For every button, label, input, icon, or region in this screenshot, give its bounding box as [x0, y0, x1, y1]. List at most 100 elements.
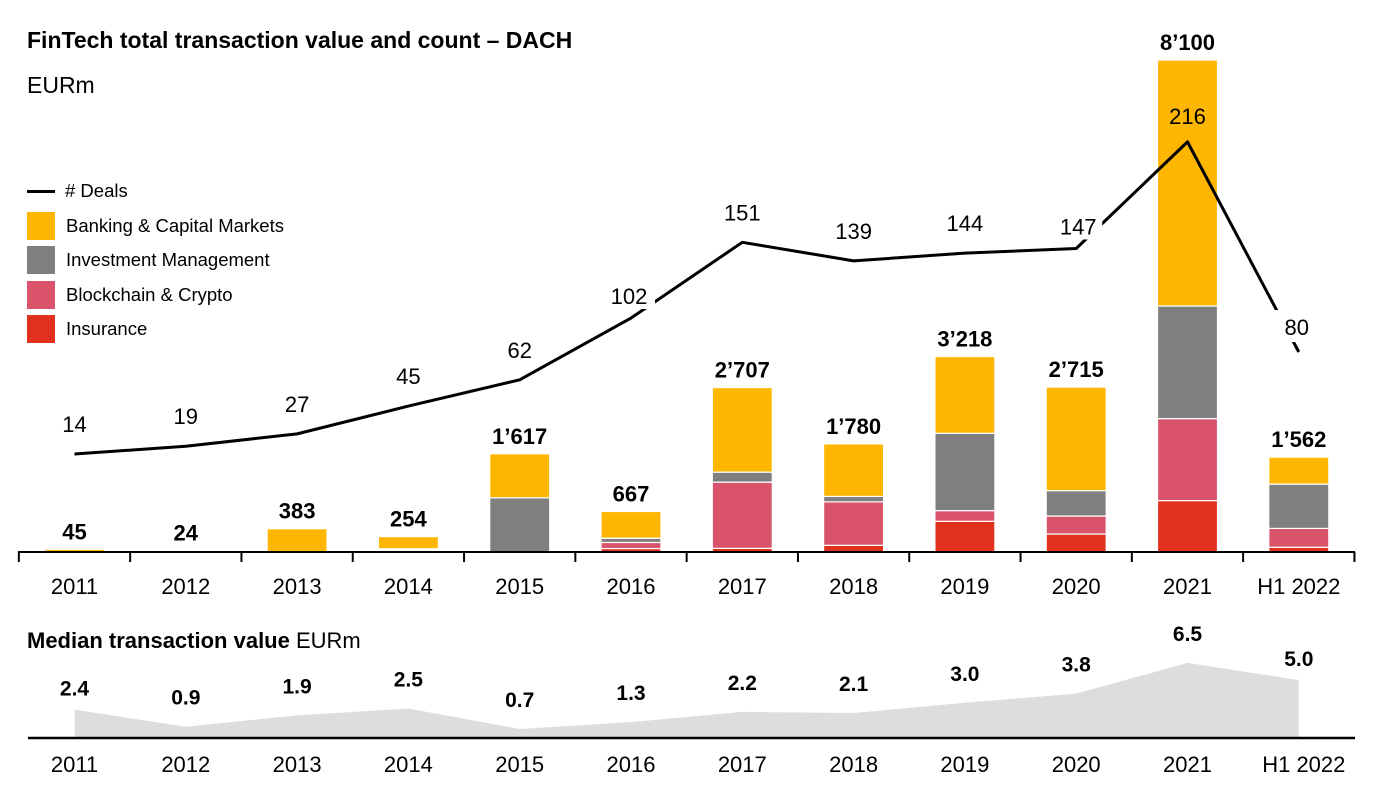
bar-segment-banking-capital-markets: [934, 355, 996, 434]
median-value-label: 2.2: [728, 672, 757, 695]
x-tick-label: 2020: [1052, 574, 1101, 599]
bar-total-label: 667: [613, 481, 650, 506]
median-value-label: 6.5: [1173, 623, 1203, 646]
median-x-label: 2020: [1052, 752, 1101, 777]
median-x-label: 2018: [829, 752, 878, 777]
bar-segment-blockchain-crypto: [1156, 418, 1219, 502]
deals-label: 139: [835, 219, 872, 244]
bar-total-label: 1’562: [1271, 427, 1326, 452]
bar-total-label: 3’218: [937, 327, 992, 352]
bar-segment-banking-capital-markets: [600, 510, 662, 539]
bar-segment-insurance: [822, 544, 885, 553]
deals-label: 144: [947, 211, 984, 236]
bar-segment-investment-management: [600, 537, 662, 544]
legend-label: # Deals: [65, 180, 128, 202]
bar-segment-investment-management: [1156, 305, 1219, 420]
deals-label-bg: [497, 335, 542, 363]
legend-swatch: [27, 280, 55, 309]
median-value-label: 2.4: [60, 678, 90, 701]
median-x-label: 2013: [273, 752, 322, 777]
bar-segment-investment-management: [934, 432, 996, 512]
bar-segment-insurance: [1156, 500, 1219, 553]
legend-swatch: [27, 246, 55, 275]
median-x-label: 2016: [607, 752, 656, 777]
median-title-bold: Median transaction value: [27, 628, 290, 653]
deals-label: 27: [285, 392, 309, 417]
bar-segment-banking-capital-markets: [711, 386, 773, 473]
median-area: [74, 662, 1299, 737]
deals-label: 19: [174, 404, 198, 429]
median-value-label: 1.9: [282, 675, 311, 698]
bar-total-label: 45: [62, 519, 86, 544]
deals-label-bg: [1054, 212, 1103, 240]
median-value-label: 1.3: [616, 682, 645, 705]
bar-segment-banking-capital-markets: [822, 443, 885, 498]
bar-segment-investment-management: [1268, 483, 1330, 530]
x-tick-label: 2015: [495, 574, 544, 599]
median-value-label: 5.0: [1284, 648, 1313, 671]
legend-label: Blockchain & Crypto: [66, 283, 233, 305]
deals-label: 80: [1285, 315, 1309, 340]
deals-label: 216: [1169, 104, 1206, 129]
bar-segment-banking-capital-markets: [266, 528, 328, 553]
deals-label-bg: [603, 282, 655, 310]
legend-item-insurance: Insurance: [27, 312, 284, 347]
median-x-label: 2017: [718, 752, 767, 777]
chart-title: FinTech total transaction value and coun…: [27, 27, 573, 53]
median-value-label: 2.1: [839, 673, 869, 696]
median-x-label: 2021: [1163, 752, 1212, 777]
x-tick-label: 2012: [161, 574, 210, 599]
deals-label-bg: [1270, 310, 1311, 342]
bar-segment-blockchain-crypto: [1268, 527, 1330, 548]
x-tick-label: 2014: [384, 574, 433, 599]
x-tick-label: 2013: [273, 574, 322, 599]
chart-unit: EURm: [27, 72, 95, 98]
deals-label: 151: [724, 200, 761, 225]
bar-segment-banking-capital-markets: [1045, 386, 1107, 492]
bar-total-label: 2’715: [1049, 357, 1104, 382]
deals-label: 45: [396, 364, 420, 389]
x-tick-label: 2011: [51, 574, 98, 599]
median-value-label: 3.8: [1062, 654, 1092, 677]
x-tick-label: 2019: [940, 574, 989, 599]
x-tick-label: 2021: [1163, 574, 1212, 599]
median-x-label: H1 2022: [1262, 752, 1345, 777]
x-tick-label: 2017: [718, 574, 767, 599]
median-x-label: 2014: [384, 752, 433, 777]
bar-segment-blockchain-crypto: [934, 510, 996, 522]
x-tick-label: H1 2022: [1257, 574, 1340, 599]
deals-label: 62: [507, 338, 531, 363]
deals-label: 147: [1060, 214, 1097, 239]
median-value-label: 0.9: [171, 687, 200, 710]
legend-swatch: [27, 315, 55, 344]
legend-item-investment: Investment Management: [27, 243, 284, 278]
x-tick-label: 2018: [829, 574, 878, 599]
bar-segment-investment-management: [822, 495, 885, 503]
legend-item-deals: # Deals: [27, 174, 284, 209]
x-tick-label: 2016: [607, 574, 656, 599]
deals-label: 14: [62, 412, 86, 437]
bar-total-label: 2’707: [715, 358, 770, 383]
bar-segment-blockchain-crypto: [822, 501, 885, 546]
bar-total-label: 8’100: [1160, 30, 1215, 55]
median-value-label: 2.5: [394, 669, 424, 692]
median-title: Median transaction value EURm: [27, 628, 361, 654]
median-x-label: 2012: [161, 752, 210, 777]
legend-item-blockchain: Blockchain & Crypto: [27, 278, 284, 313]
median-value-label: 3.0: [950, 663, 979, 686]
bar-segment-banking-capital-markets: [1156, 59, 1219, 307]
bar-segment-investment-management: [1045, 490, 1107, 517]
median-x-label: 2015: [495, 752, 544, 777]
bar-segment-investment-management: [711, 471, 773, 483]
legend-item-banking: Banking & Capital Markets: [27, 209, 284, 244]
bar-total-label: 383: [279, 499, 316, 524]
bar-total-label: 1’780: [826, 414, 881, 439]
bar-segment-insurance: [1045, 533, 1107, 553]
deals-label: 102: [611, 284, 648, 309]
bar-segment-investment-management: [489, 497, 551, 553]
median-x-label: 2011: [51, 752, 98, 777]
bar-total-label: 1’617: [492, 424, 547, 449]
median-x-label: 2019: [940, 752, 989, 777]
bar-segment-insurance: [934, 520, 996, 553]
